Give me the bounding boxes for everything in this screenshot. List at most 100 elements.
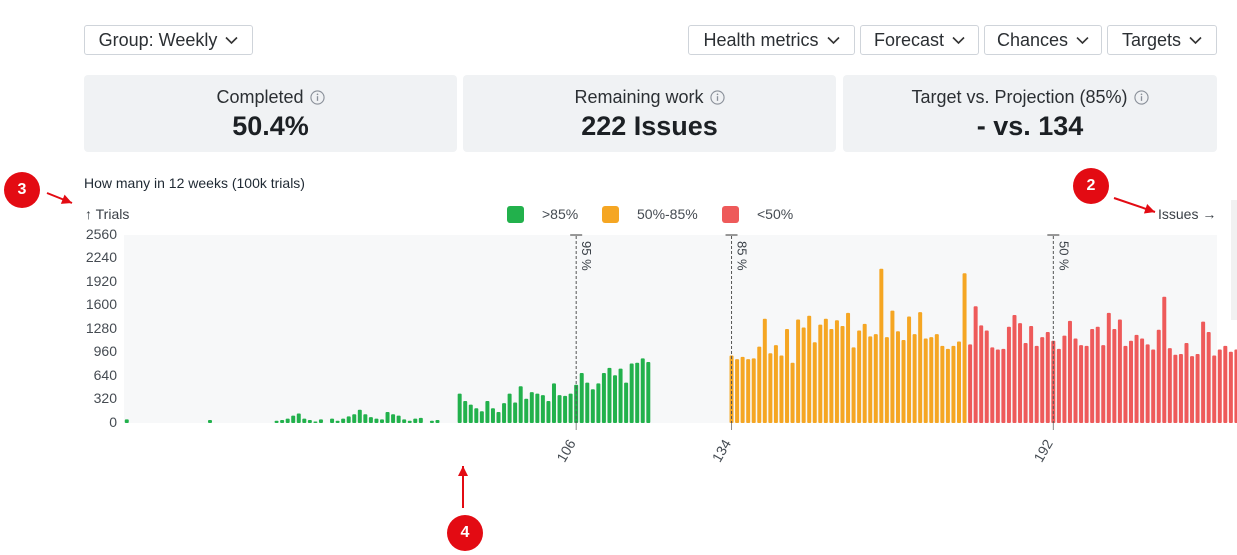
histogram-bar[interactable] xyxy=(563,395,568,423)
histogram-bar[interactable] xyxy=(368,417,373,424)
histogram-bar[interactable] xyxy=(1056,348,1061,423)
histogram-bar[interactable] xyxy=(402,419,407,423)
histogram-bar[interactable] xyxy=(124,419,129,423)
histogram-bar[interactable] xyxy=(773,345,778,423)
legend-item-high[interactable]: >85% xyxy=(507,204,578,224)
histogram-bar[interactable] xyxy=(1012,315,1017,423)
histogram-bar[interactable] xyxy=(551,383,556,423)
legend-item-mid[interactable]: 50%-85% xyxy=(602,204,698,224)
histogram-bar[interactable] xyxy=(957,341,961,423)
histogram-bar[interactable] xyxy=(1162,296,1167,423)
histogram-bar[interactable] xyxy=(990,347,995,423)
histogram-bar[interactable] xyxy=(1117,319,1122,423)
histogram-bar[interactable] xyxy=(590,389,595,423)
histogram-bar[interactable] xyxy=(729,355,734,423)
histogram-bar[interactable] xyxy=(834,320,839,423)
histogram-bar[interactable] xyxy=(1206,331,1211,423)
histogram-bar[interactable] xyxy=(341,418,346,423)
histogram-bar[interactable] xyxy=(751,358,756,424)
histogram-bar[interactable] xyxy=(1123,345,1128,423)
group-weekly-dropdown[interactable]: Group: Weekly xyxy=(84,25,253,55)
histogram-bar[interactable] xyxy=(468,404,473,423)
histogram-bar[interactable] xyxy=(1173,354,1178,423)
histogram-bar[interactable] xyxy=(1106,312,1111,423)
histogram-bar[interactable] xyxy=(1228,351,1233,423)
histogram-bar[interactable] xyxy=(934,334,939,423)
histogram-bar[interactable] xyxy=(485,400,490,423)
info-icon[interactable] xyxy=(309,90,325,105)
histogram-bar[interactable] xyxy=(1212,355,1217,423)
legend-item-low[interactable]: <50% xyxy=(722,204,793,224)
histogram-bar[interactable] xyxy=(995,349,1000,423)
histogram-bar[interactable] xyxy=(318,419,323,423)
histogram-bar[interactable] xyxy=(840,326,845,423)
histogram-bar[interactable] xyxy=(923,338,928,423)
histogram-bar[interactable] xyxy=(851,347,856,423)
histogram-bar[interactable] xyxy=(568,393,573,424)
histogram-bar[interactable] xyxy=(979,325,984,423)
histogram-bar[interactable] xyxy=(818,324,823,423)
histogram-bar[interactable] xyxy=(513,402,518,423)
histogram-bar[interactable] xyxy=(596,383,601,423)
histogram-bar[interactable] xyxy=(740,356,745,423)
histogram-bar[interactable] xyxy=(1195,353,1200,423)
histogram-bar[interactable] xyxy=(435,420,440,423)
histogram-bar[interactable] xyxy=(984,330,989,423)
histogram-bar[interactable] xyxy=(823,318,828,423)
histogram-bar[interactable] xyxy=(857,330,862,423)
histogram-bar[interactable] xyxy=(1023,342,1028,423)
histogram-bar[interactable] xyxy=(307,420,312,423)
histogram-bar[interactable] xyxy=(1040,337,1045,423)
histogram-bar[interactable] xyxy=(1067,320,1072,423)
histogram-bar[interactable] xyxy=(779,355,784,423)
histogram-bar[interactable] xyxy=(1190,356,1195,423)
info-icon[interactable] xyxy=(1133,90,1149,105)
histogram-bar[interactable] xyxy=(801,327,806,423)
histogram-bar[interactable] xyxy=(280,420,285,423)
histogram-bar[interactable] xyxy=(785,329,790,423)
histogram-bar[interactable] xyxy=(1178,353,1183,423)
health-metrics-dropdown[interactable]: Health metrics xyxy=(688,25,855,55)
histogram-bar[interactable] xyxy=(579,373,584,423)
histogram-bar[interactable] xyxy=(1090,329,1095,423)
histogram-bar[interactable] xyxy=(274,420,279,423)
histogram-bar[interactable] xyxy=(929,337,934,423)
histogram-bar[interactable] xyxy=(296,413,301,423)
histogram-bar[interactable] xyxy=(1029,326,1034,423)
histogram-bar[interactable] xyxy=(490,408,495,423)
histogram-bar[interactable] xyxy=(479,411,484,423)
histogram-bar[interactable] xyxy=(413,418,418,423)
histogram-bar[interactable] xyxy=(1151,349,1156,423)
histogram-bar[interactable] xyxy=(1034,345,1039,423)
histogram-bar[interactable] xyxy=(1045,331,1050,423)
histogram-bar[interactable] xyxy=(385,411,390,423)
histogram-bar[interactable] xyxy=(330,418,335,423)
forecast-dropdown[interactable]: Forecast xyxy=(860,25,979,55)
histogram-bar[interactable] xyxy=(208,420,212,423)
histogram-bar[interactable] xyxy=(474,408,479,423)
histogram-bar[interactable] xyxy=(962,273,967,423)
histogram-bar[interactable] xyxy=(380,419,384,423)
histogram-bar[interactable] xyxy=(846,312,851,423)
scrollbar[interactable] xyxy=(1231,200,1237,320)
histogram-bar[interactable] xyxy=(1217,349,1222,423)
histogram-bar[interactable] xyxy=(407,420,412,423)
histogram-bar[interactable] xyxy=(757,346,762,424)
histogram-bar[interactable] xyxy=(1006,326,1011,423)
histogram-bar[interactable] xyxy=(1079,345,1084,423)
histogram-bar[interactable] xyxy=(463,400,468,423)
histogram-bar[interactable] xyxy=(346,416,351,423)
histogram-bar[interactable] xyxy=(812,342,817,423)
targets-dropdown[interactable]: Targets xyxy=(1107,25,1217,55)
info-icon[interactable] xyxy=(709,90,725,105)
histogram-bar[interactable] xyxy=(618,368,623,423)
histogram-bar[interactable] xyxy=(768,353,773,423)
histogram-bar[interactable] xyxy=(585,382,590,423)
histogram-bar[interactable] xyxy=(907,316,912,423)
histogram-bar[interactable] xyxy=(796,319,801,423)
histogram-bar[interactable] xyxy=(868,336,873,423)
histogram-bar[interactable] xyxy=(1156,329,1161,423)
histogram-bar[interactable] xyxy=(746,359,751,423)
histogram-bar[interactable] xyxy=(646,362,651,423)
